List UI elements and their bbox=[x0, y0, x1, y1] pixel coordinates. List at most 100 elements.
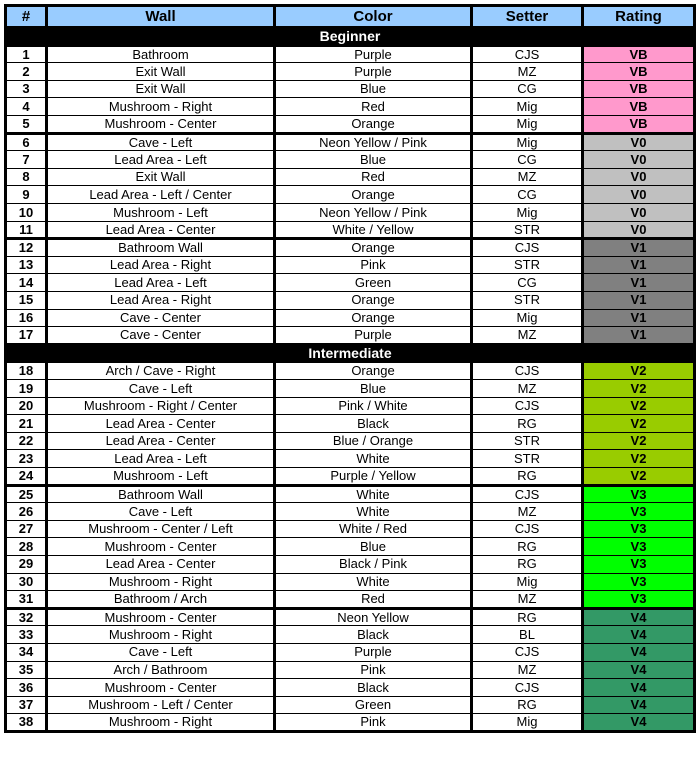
cell-rating: V3 bbox=[581, 590, 696, 610]
cell-wall: Mushroom - Right bbox=[45, 572, 276, 592]
table-row: 27 Mushroom - Center / Left White / Red CJS… bbox=[4, 519, 696, 539]
cell-color: Black / Pink bbox=[273, 555, 473, 574]
cell-rating: V3 bbox=[581, 519, 696, 539]
cell-wall: Cave - Center bbox=[45, 308, 276, 328]
table-row: 24 Mushroom - Left Purple / Yellow RG V2 bbox=[4, 467, 696, 487]
cell-color: Purple bbox=[273, 642, 473, 662]
cell-setter: STR bbox=[470, 431, 584, 451]
cell-rating: V0 bbox=[581, 203, 696, 222]
cell-color: Neon Yellow bbox=[273, 607, 473, 627]
cell-num: 36 bbox=[4, 678, 48, 697]
cell-setter: CG bbox=[470, 79, 584, 99]
cell-wall: Mushroom - Left bbox=[45, 203, 276, 222]
cell-wall: Bathroom / Arch bbox=[45, 590, 276, 610]
cell-color: White / Red bbox=[273, 519, 473, 539]
cell-wall: Cave - Left bbox=[45, 502, 276, 521]
section-header-row: Intermediate bbox=[4, 342, 696, 364]
cell-wall: Mushroom - Right bbox=[45, 97, 276, 117]
cell-num: 24 bbox=[4, 467, 48, 487]
cell-wall: Mushroom - Center / Left bbox=[45, 519, 276, 539]
cell-num: 6 bbox=[4, 132, 48, 152]
cell-wall: Mushroom - Left / Center bbox=[45, 695, 276, 715]
cell-num: 22 bbox=[4, 431, 48, 451]
table-row: 10 Mushroom - Left Neon Yellow / Pink Mig V0 bbox=[4, 203, 696, 222]
cell-wall: Bathroom Wall bbox=[45, 484, 276, 504]
cell-setter: CG bbox=[470, 150, 584, 169]
cell-rating: V4 bbox=[581, 678, 696, 697]
header-row: # Wall Color Setter Rating bbox=[4, 4, 696, 29]
cell-wall: Mushroom - Right bbox=[45, 625, 276, 644]
table-row: 20 Mushroom - Right / Center Pink / White C… bbox=[4, 396, 696, 416]
cell-color: Neon Yellow / Pink bbox=[273, 132, 473, 152]
cell-setter: RG bbox=[470, 467, 584, 487]
cell-wall: Lead Area - Right bbox=[45, 291, 276, 310]
cell-wall: Exit Wall bbox=[45, 79, 276, 99]
cell-setter: STR bbox=[470, 255, 584, 275]
table-row: 25 Bathroom Wall White CJS V3 bbox=[4, 484, 696, 504]
table-row: 22 Lead Area - Center Blue / Orange STR V2 bbox=[4, 431, 696, 451]
cell-color: Pink bbox=[273, 713, 473, 733]
cell-num: 16 bbox=[4, 308, 48, 328]
cell-setter: MZ bbox=[470, 326, 584, 346]
table-row: 35 Arch / Bathroom Pink MZ V4 bbox=[4, 660, 696, 680]
section-title: Beginner bbox=[4, 26, 696, 47]
cell-setter: BL bbox=[470, 625, 584, 644]
table-row: 38 Mushroom - Right Pink Mig V4 bbox=[4, 713, 696, 733]
table-row: 2 Exit Wall Purple MZ VB bbox=[4, 62, 696, 81]
cell-num: 12 bbox=[4, 238, 48, 257]
table-row: 8 Exit Wall Red MZ V0 bbox=[4, 167, 696, 187]
cell-setter: RG bbox=[470, 607, 584, 627]
cell-setter: Mig bbox=[470, 572, 584, 592]
table-row: 34 Cave - Left Purple CJS V4 bbox=[4, 642, 696, 662]
cell-color: Orange bbox=[273, 291, 473, 310]
cell-rating: V1 bbox=[581, 308, 696, 328]
cell-num: 15 bbox=[4, 291, 48, 310]
cell-num: 20 bbox=[4, 396, 48, 416]
cell-rating: V3 bbox=[581, 572, 696, 592]
cell-num: 11 bbox=[4, 220, 48, 241]
cell-color: Blue bbox=[273, 79, 473, 99]
cell-setter: STR bbox=[470, 291, 584, 310]
cell-rating: V2 bbox=[581, 379, 696, 398]
cell-num: 37 bbox=[4, 695, 48, 715]
cell-rating: V2 bbox=[581, 414, 696, 433]
cell-num: 4 bbox=[4, 97, 48, 117]
cell-wall: Cave - Left bbox=[45, 379, 276, 398]
cell-num: 19 bbox=[4, 379, 48, 398]
cell-num: 25 bbox=[4, 484, 48, 504]
cell-num: 18 bbox=[4, 361, 48, 381]
cell-color: Black bbox=[273, 414, 473, 433]
cell-rating: V2 bbox=[581, 396, 696, 416]
cell-num: 8 bbox=[4, 167, 48, 187]
cell-rating: V0 bbox=[581, 150, 696, 169]
cell-setter: RG bbox=[470, 537, 584, 556]
cell-rating: V4 bbox=[581, 695, 696, 715]
column-header-num: # bbox=[4, 4, 48, 29]
cell-num: 7 bbox=[4, 150, 48, 169]
cell-num: 10 bbox=[4, 203, 48, 222]
cell-wall: Mushroom - Right bbox=[45, 713, 276, 733]
cell-num: 28 bbox=[4, 537, 48, 556]
table-row: 15 Lead Area - Right Orange STR V1 bbox=[4, 291, 696, 310]
cell-setter: MZ bbox=[470, 590, 584, 610]
column-header-rating: Rating bbox=[581, 4, 696, 29]
cell-setter: Mig bbox=[470, 115, 584, 135]
cell-rating: V3 bbox=[581, 502, 696, 521]
table-row: 9 Lead Area - Left / Center Orange CG V0 bbox=[4, 185, 696, 205]
cell-rating: V1 bbox=[581, 238, 696, 257]
cell-wall: Exit Wall bbox=[45, 167, 276, 187]
table-row: 14 Lead Area - Left Green CG V1 bbox=[4, 273, 696, 292]
cell-rating: V1 bbox=[581, 273, 696, 292]
cell-wall: Mushroom - Center bbox=[45, 115, 276, 135]
cell-color: Red bbox=[273, 167, 473, 187]
cell-rating: VB bbox=[581, 97, 696, 117]
cell-rating: V1 bbox=[581, 255, 696, 275]
table-row: 32 Mushroom - Center Neon Yellow RG V4 bbox=[4, 607, 696, 627]
cell-rating: V1 bbox=[581, 291, 696, 310]
cell-rating: V2 bbox=[581, 361, 696, 381]
cell-wall: Mushroom - Center bbox=[45, 537, 276, 556]
cell-color: Pink bbox=[273, 255, 473, 275]
cell-color: Blue / Orange bbox=[273, 431, 473, 451]
cell-num: 34 bbox=[4, 642, 48, 662]
